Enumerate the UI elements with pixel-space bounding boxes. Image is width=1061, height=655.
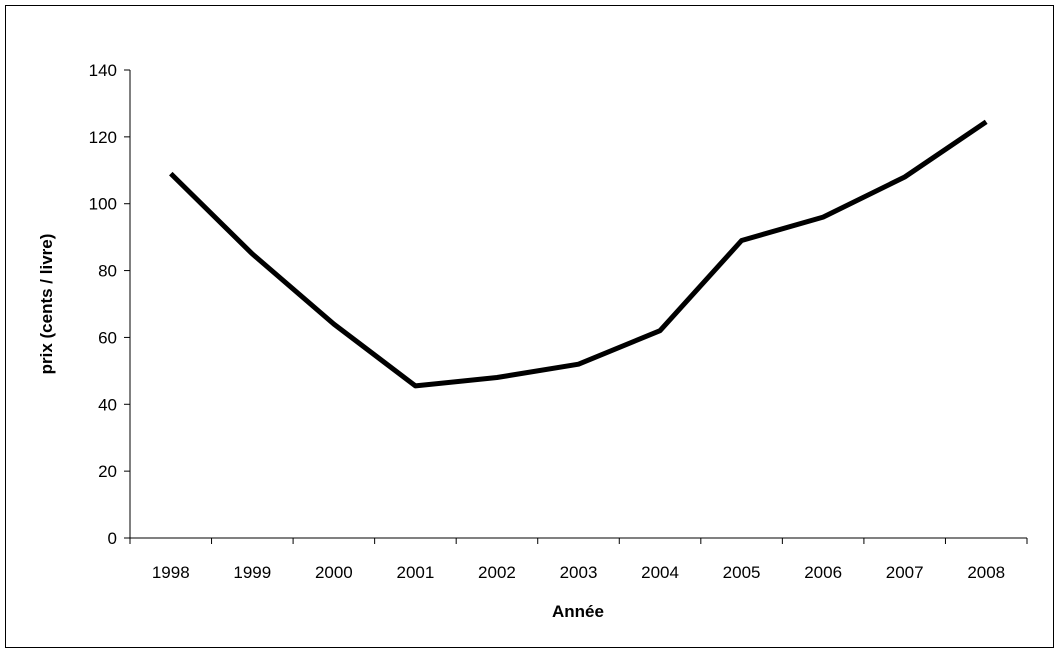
series-line-1: [169, 119, 988, 389]
y-tick-label: 0: [108, 529, 117, 548]
x-tick-label: 2003: [560, 563, 598, 582]
y-tick-label: 100: [89, 195, 117, 214]
y-axis-title: prix (cents / livre): [37, 234, 56, 375]
x-tick-label: 1998: [152, 563, 190, 582]
chart-frame: [5, 5, 1054, 648]
chart-axes: [129, 70, 1027, 539]
x-tick-label: 2001: [396, 563, 434, 582]
x-tick-label: 2002: [478, 563, 516, 582]
x-tick-label: 2000: [315, 563, 353, 582]
x-tick-label: 2008: [967, 563, 1005, 582]
x-tick-label: 1999: [233, 563, 271, 582]
x-axis-ticks: 1998 1999 2000 2001 2002 2003 2004 2005 2006 2007…: [129, 538, 1028, 582]
y-axis-ticks: 0 20 40 60 80 100 120 140: [89, 61, 130, 548]
y-tick-label: 60: [98, 328, 117, 347]
plot-area: [169, 119, 988, 389]
x-tick-label: 2005: [723, 563, 761, 582]
y-tick-label: 80: [98, 262, 117, 281]
x-axis-title: Année: [552, 602, 604, 621]
y-tick-label: 20: [98, 462, 117, 481]
y-tick-label: 140: [89, 61, 117, 80]
y-tick-label: 40: [98, 395, 117, 414]
y-tick-label: 120: [89, 128, 117, 147]
x-tick-label: 2006: [804, 563, 842, 582]
x-tick-label: 2007: [886, 563, 924, 582]
x-tick-label: 2004: [641, 563, 679, 582]
